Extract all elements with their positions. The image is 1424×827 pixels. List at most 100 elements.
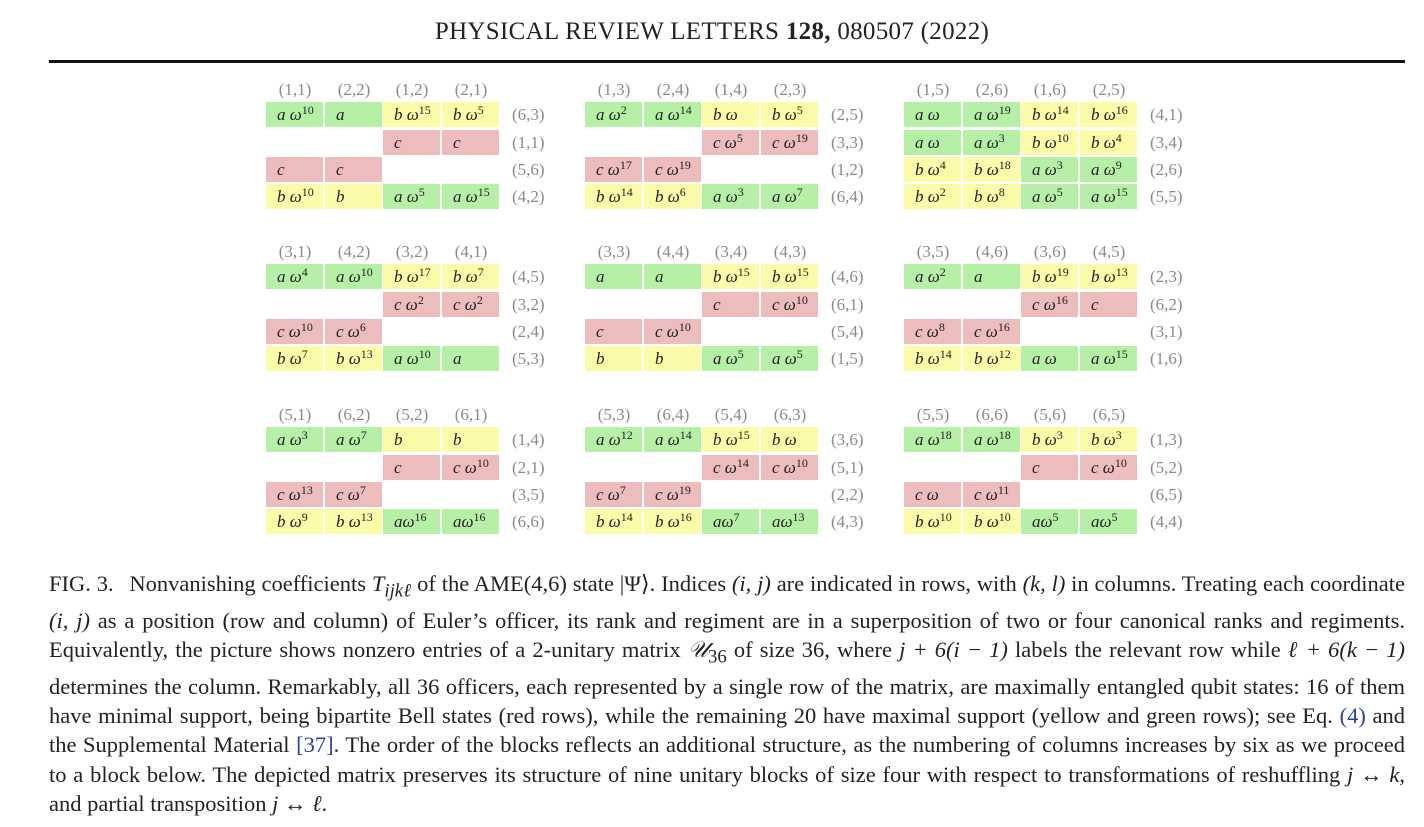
coefficient-base: b ω — [453, 105, 478, 124]
coefficient-base: aω — [453, 512, 474, 531]
column-index-label: (4,3) — [773, 242, 807, 261]
coefficient-base: b ω — [1091, 430, 1116, 449]
coefficient-base: c ω — [655, 485, 679, 504]
coefficient-cell: c — [1021, 455, 1078, 480]
coefficient-base: a ω — [974, 105, 999, 124]
math-expression: j + 6(i − 1) — [899, 637, 1008, 663]
coefficient-exponent: 8 — [998, 185, 1005, 199]
coefficient-exponent: 13 — [792, 510, 805, 524]
coefficient-base: a ω — [915, 267, 940, 286]
coefficient-base: a ω — [277, 430, 302, 449]
coefficient-base: aω — [394, 512, 415, 531]
coefficient-base: b ω — [915, 160, 940, 179]
coefficient-base: b ω — [394, 267, 419, 286]
coefficient-cell: b ω14 — [904, 346, 961, 371]
coefficient-base: b ω — [713, 105, 738, 124]
coefficient-base: b ω — [974, 512, 999, 531]
coefficient-exponent: 10 — [795, 456, 808, 470]
row-index-label: (6,2) — [1150, 295, 1183, 314]
coefficient-cell: a ω3 — [963, 130, 1020, 155]
coefficient-cell: c ω10 — [442, 455, 499, 480]
matrix-block: (3,3) (4,4) (3,4) (4,3) a a b ω15 b ω15 (4,6) c c … — [585, 242, 885, 371]
coefficient-base: a ω — [277, 105, 302, 124]
coefficient-exponent: 12 — [620, 428, 633, 442]
matrix-block: (5,5) (6,6) (5,6) (6,5) a ω18 a ω18 b ω3 b ω3 (1… — [904, 405, 1204, 534]
coefficient-cell: c ω19 — [761, 130, 818, 155]
coefficient-base: c ω — [655, 322, 679, 341]
row-index-label: (2,4) — [512, 322, 545, 341]
coefficient-cell: c ω7 — [585, 482, 642, 507]
coefficient-exponent: 10 — [795, 293, 808, 307]
caption-text: of the AME(4,6) state |Ψ⟩. Indices — [411, 571, 732, 596]
coefficient-exponent: 10 — [476, 456, 489, 470]
coefficient-exponent: 15 — [737, 428, 750, 442]
coefficient-base: a ω — [336, 267, 361, 286]
coefficient-cell: a ω5 — [761, 346, 818, 371]
coefficient-base: c — [453, 133, 461, 152]
row-index-label: (1,4) — [512, 430, 545, 449]
caption-text: . — [321, 791, 328, 817]
reference-link[interactable]: [37] — [296, 732, 334, 758]
coefficient-base: b ω — [1032, 105, 1057, 124]
coefficient-cell: c ω5 — [702, 130, 759, 155]
coefficient-exponent: 16 — [679, 510, 692, 524]
matrix-block: (1,1) (2,2) (1,2) (2,1) a ω10 a b ω15 b ω5 (6,3)… — [266, 80, 566, 209]
column-index-label: (2,4) — [656, 80, 690, 99]
coefficient-exponent: 18 — [998, 158, 1011, 172]
column-index-label: (1,1) — [278, 80, 312, 99]
row-index-label: (5,3) — [512, 349, 545, 368]
row-index-label: (4,2) — [512, 187, 545, 206]
coefficient-base: c ω — [915, 485, 939, 504]
coefficient-cell: c ω10 — [761, 455, 818, 480]
coefficient-base: c — [713, 295, 721, 314]
coefficient-exponent: 14 — [939, 347, 952, 361]
coefficient-exponent: 2 — [620, 103, 627, 117]
coefficient-base: b — [394, 430, 403, 449]
caption-text: as a position (row and column) of Euler’… — [49, 607, 1405, 663]
coefficient-base: b ω — [336, 349, 361, 368]
coefficient-cell: c — [325, 157, 382, 182]
column-index-label: (2,3) — [773, 80, 807, 99]
row-index-label: (5,2) — [1150, 458, 1183, 477]
coefficient-exponent: 10 — [998, 510, 1011, 524]
coefficient-cell: b — [325, 184, 382, 209]
coefficient-exponent: 3 — [998, 131, 1005, 145]
coefficient-base: b ω — [974, 160, 999, 179]
coefficient-base: b ω — [1032, 430, 1057, 449]
coefficient-base: a ω — [1032, 349, 1057, 368]
coefficient-cell: b ω7 — [266, 346, 323, 371]
row-index-label: (1,5) — [831, 349, 864, 368]
coefficient-cell: b ω3 — [1080, 427, 1137, 452]
coefficient-base: c ω — [772, 295, 796, 314]
column-index-label: (5,6) — [1033, 405, 1067, 424]
caption-text: determines the column. Remarkably, all 3… — [49, 673, 1405, 729]
coefficient-base: b ω — [1032, 267, 1057, 286]
matrix-block: (5,3) (6,4) (5,4) (6,3) a ω12 a ω14 b ω15 b ω (3… — [585, 405, 885, 534]
equation-link[interactable]: (4) — [1339, 703, 1366, 729]
column-index-label: (3,4) — [714, 242, 748, 261]
coefficient-cell: a ω10 — [383, 346, 440, 371]
coefficient-exponent: 13 — [1115, 265, 1128, 279]
coefficient-exponent: 10 — [678, 320, 691, 334]
coefficient-cell: c ω16 — [1021, 292, 1078, 317]
figure-label: FIG. 3. — [49, 571, 114, 596]
coefficient-base: a ω — [655, 430, 680, 449]
coefficient-base: c ω — [596, 160, 620, 179]
coefficient-exponent: 3 — [1056, 158, 1063, 172]
coefficient-cell: a ω15 — [1080, 184, 1137, 209]
coefficient-exponent: 5 — [477, 103, 484, 117]
coefficient-base: b ω — [453, 267, 478, 286]
coefficient-base: a ω — [1091, 160, 1116, 179]
coefficient-base: a ω — [915, 105, 940, 124]
coefficient-base: b — [596, 349, 605, 368]
coefficient-exponent: 14 — [620, 510, 633, 524]
math-expression: ℓ + 6(k − 1) — [1287, 637, 1406, 663]
column-index-label: (6,1) — [454, 405, 488, 424]
coefficient-base: a ω — [596, 430, 621, 449]
coefficient-exponent: 11 — [997, 483, 1010, 497]
coefficient-exponent: 19 — [795, 131, 808, 145]
coefficient-exponent: 9 — [1115, 158, 1122, 172]
coefficient-base: aω — [1032, 512, 1053, 531]
coefficient-cell: b ω10 — [963, 509, 1020, 534]
